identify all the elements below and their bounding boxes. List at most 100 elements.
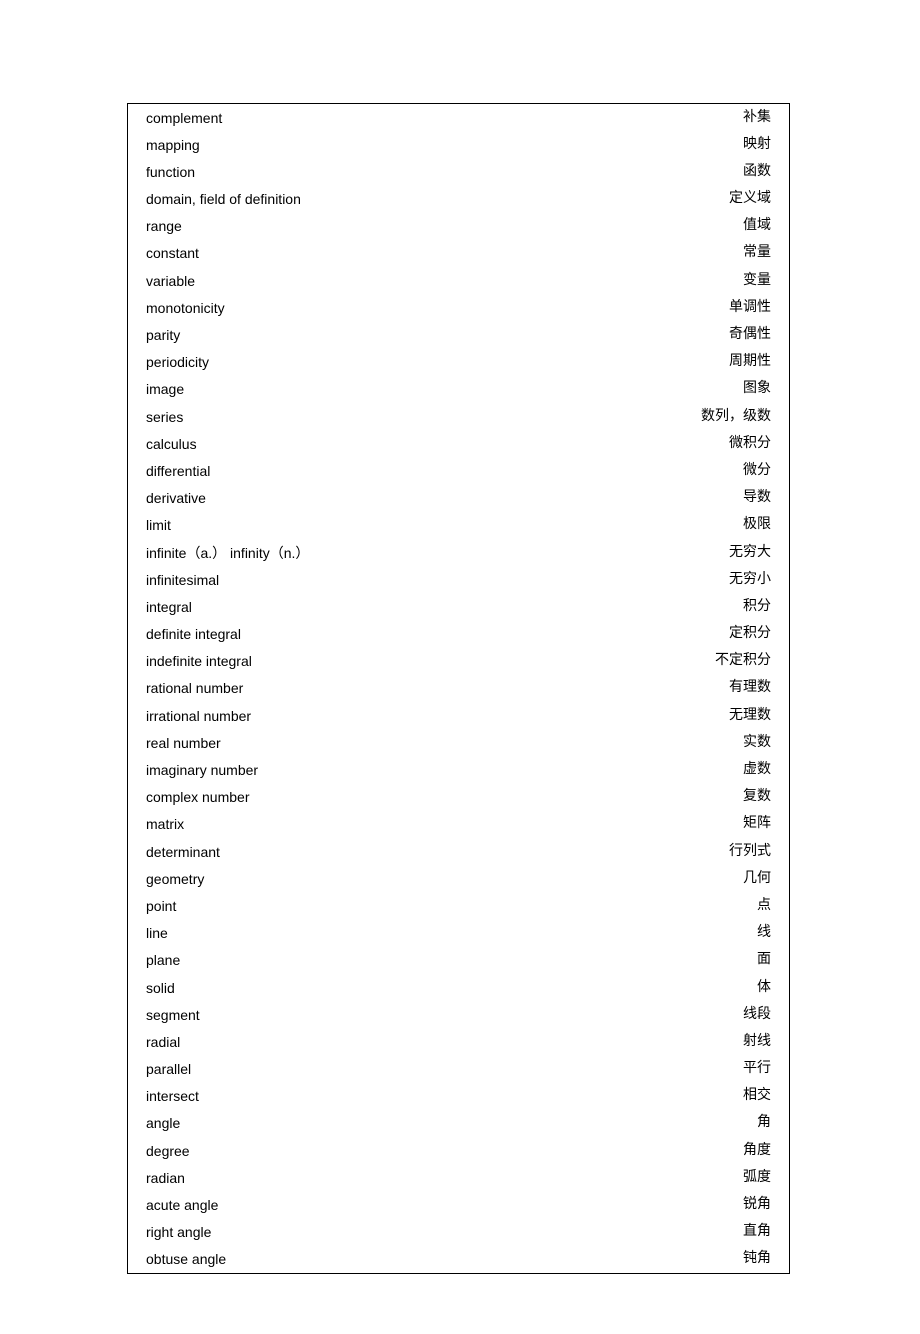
document-page: complement补集mapping映射function函数domain, f… [0, 0, 920, 1334]
chinese-term: 弧度 [459, 1164, 790, 1191]
english-term: variable [128, 267, 459, 294]
table-row: point点 [128, 892, 789, 919]
chinese-term: 图象 [459, 376, 790, 403]
table-row: matrix矩阵 [128, 811, 789, 838]
english-term: obtuse angle [128, 1246, 459, 1273]
english-term: imaginary number [128, 757, 459, 784]
english-term: determinant [128, 838, 459, 865]
english-term: radian [128, 1164, 459, 1191]
chinese-term: 相交 [459, 1083, 790, 1110]
chinese-term: 复数 [459, 784, 790, 811]
chinese-term: 不定积分 [459, 648, 790, 675]
table-row: right angle直角 [128, 1219, 789, 1246]
table-row: periodicity周期性 [128, 349, 789, 376]
table-row: range值域 [128, 213, 789, 240]
chinese-term: 无理数 [459, 702, 790, 729]
chinese-term: 面 [459, 947, 790, 974]
chinese-term: 几何 [459, 865, 790, 892]
chinese-term: 角 [459, 1110, 790, 1137]
table-row: radian弧度 [128, 1164, 789, 1191]
chinese-term: 数列，级数 [459, 403, 790, 430]
vocabulary-table: complement补集mapping映射function函数domain, f… [127, 103, 790, 1274]
english-term: radial [128, 1028, 459, 1055]
table-row: real number实数 [128, 729, 789, 756]
table-row: constant常量 [128, 240, 789, 267]
english-term: plane [128, 947, 459, 974]
english-term: complex number [128, 784, 459, 811]
chinese-term: 有理数 [459, 675, 790, 702]
table-row: series数列，级数 [128, 403, 789, 430]
english-term: solid [128, 974, 459, 1001]
english-term: real number [128, 729, 459, 756]
table-row: integral积分 [128, 593, 789, 620]
table-row: derivative导数 [128, 485, 789, 512]
chinese-term: 体 [459, 974, 790, 1001]
english-term: series [128, 403, 459, 430]
chinese-term: 钝角 [459, 1246, 790, 1273]
chinese-term: 极限 [459, 512, 790, 539]
table-row: obtuse angle钝角 [128, 1246, 789, 1273]
english-term: range [128, 213, 459, 240]
table-row: line线 [128, 920, 789, 947]
chinese-term: 值域 [459, 213, 790, 240]
english-term: segment [128, 1001, 459, 1028]
chinese-term: 射线 [459, 1028, 790, 1055]
table-row: calculus微积分 [128, 430, 789, 457]
english-term: matrix [128, 811, 459, 838]
chinese-term: 奇偶性 [459, 322, 790, 349]
chinese-term: 变量 [459, 267, 790, 294]
chinese-term: 锐角 [459, 1192, 790, 1219]
chinese-term: 直角 [459, 1219, 790, 1246]
chinese-term: 周期性 [459, 349, 790, 376]
table-row: plane面 [128, 947, 789, 974]
chinese-term: 虚数 [459, 757, 790, 784]
chinese-term: 微分 [459, 457, 790, 484]
table-row: parallel平行 [128, 1056, 789, 1083]
chinese-term: 微积分 [459, 430, 790, 457]
table-row: complement补集 [128, 104, 789, 131]
english-term: function [128, 158, 459, 185]
table-row: variable变量 [128, 267, 789, 294]
table-row: imaginary number虚数 [128, 757, 789, 784]
english-term: mapping [128, 131, 459, 158]
english-term: parallel [128, 1056, 459, 1083]
english-term: infinite（a.） infinity（n.） [128, 539, 459, 566]
chinese-term: 常量 [459, 240, 790, 267]
chinese-term: 行列式 [459, 838, 790, 865]
table-row: degree角度 [128, 1137, 789, 1164]
english-term: indefinite integral [128, 648, 459, 675]
english-term: constant [128, 240, 459, 267]
english-term: periodicity [128, 349, 459, 376]
table-row: infinitesimal无穷小 [128, 566, 789, 593]
table-row: segment线段 [128, 1001, 789, 1028]
table-row: angle角 [128, 1110, 789, 1137]
chinese-term: 点 [459, 892, 790, 919]
chinese-term: 无穷大 [459, 539, 790, 566]
table-row: parity奇偶性 [128, 322, 789, 349]
english-term: irrational number [128, 702, 459, 729]
english-term: line [128, 920, 459, 947]
chinese-term: 定义域 [459, 186, 790, 213]
chinese-term: 无穷小 [459, 566, 790, 593]
chinese-term: 平行 [459, 1056, 790, 1083]
english-term: image [128, 376, 459, 403]
english-term: differential [128, 457, 459, 484]
english-term: derivative [128, 485, 459, 512]
english-term: acute angle [128, 1192, 459, 1219]
english-term: angle [128, 1110, 459, 1137]
table-row: monotonicity单调性 [128, 294, 789, 321]
table-row: rational number有理数 [128, 675, 789, 702]
chinese-term: 函数 [459, 158, 790, 185]
table-row: geometry几何 [128, 865, 789, 892]
chinese-term: 补集 [459, 104, 790, 131]
chinese-term: 积分 [459, 593, 790, 620]
english-term: monotonicity [128, 294, 459, 321]
table-row: complex number复数 [128, 784, 789, 811]
table-row: determinant行列式 [128, 838, 789, 865]
chinese-term: 角度 [459, 1137, 790, 1164]
chinese-term: 线段 [459, 1001, 790, 1028]
english-term: right angle [128, 1219, 459, 1246]
table-row: solid体 [128, 974, 789, 1001]
table-row: definite integral定积分 [128, 621, 789, 648]
english-term: calculus [128, 430, 459, 457]
